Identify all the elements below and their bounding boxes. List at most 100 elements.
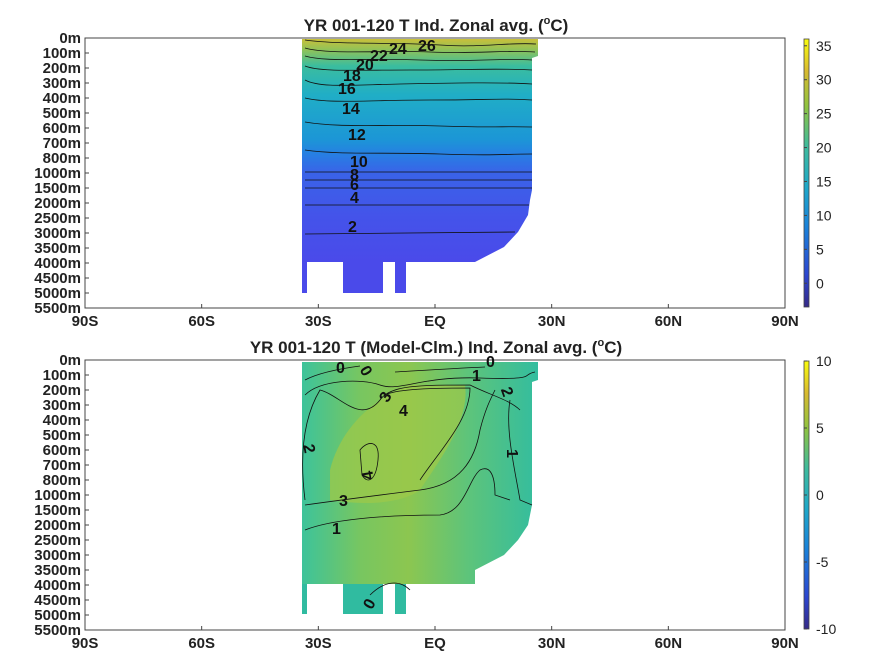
x-tick-label: 60N [655,635,683,652]
panel-1-contour-labels: 26 24 22 20 18 16 14 12 10 8 6 4 2 [338,38,436,236]
contour-line [304,39,537,47]
y-tick-label: 4500m [34,592,81,609]
panel-2-colorbar: 10 5 0 -5 -10 [803,353,836,637]
contour-line [508,399,533,506]
y-tick-label: 1000m [34,487,81,504]
contour-label: 2 [299,443,317,455]
panel-1-contours [304,39,537,235]
y-tick-label: 100m [43,367,81,384]
panel-1-title: YR 001-120 T Ind. Zonal avg. (oC) [304,15,569,35]
contour-line [302,384,521,501]
y-tick-label: 500m [43,427,81,444]
y-tick-label: 2000m [34,195,81,212]
y-tick-label: 3500m [34,562,81,579]
y-tick-label: 1000m [34,165,81,182]
panel-2: YR 001-120 T (Model-Clm.) Ind. Zonal avg… [34,337,836,652]
x-tick-label: EQ [424,313,446,330]
contour-label: 1 [503,449,520,458]
contour-label: 22 [370,48,388,65]
y-tick-label: 700m [43,457,81,474]
colorbar-tick-label: -5 [816,554,829,570]
y-tick-label: 0m [59,30,81,47]
x-tick-label: 30N [538,313,566,330]
colorbar-tick-label: 10 [816,353,832,369]
y-tick-label: 200m [43,60,81,77]
y-tick-label: 300m [43,75,81,92]
contour-line [304,231,516,235]
panel-1-deep-column-c [395,262,406,293]
contour-line [304,65,533,71]
y-tick-label: 2500m [34,210,81,227]
panel-2-contours [302,365,536,596]
panel-2-y-axis: 0m100m200m300m400m500m600m700m800m1000m1… [34,352,89,639]
contour-label: 3 [339,493,348,510]
panel-2-deep-column-c [395,584,406,614]
y-tick-label: 3000m [34,225,81,242]
y-tick-label: 800m [43,472,81,489]
y-tick-label: 600m [43,120,81,137]
contour-line [394,366,486,373]
contour-label: 8 [350,167,359,184]
contour-label: 4 [350,190,359,207]
y-tick-label: 4000m [34,255,81,272]
y-tick-label: 1500m [34,502,81,519]
y-tick-label: 5000m [34,285,81,302]
contour-label: 24 [389,41,407,58]
contour-label: 10 [350,154,368,171]
contour-line [304,389,496,506]
colorbar-tick-label: 10 [816,207,832,223]
panel-1-colorbar: 35 30 25 20 15 10 5 0 [803,38,832,308]
y-tick-label: 3500m [34,240,81,257]
y-tick-label: 200m [43,382,81,399]
y-tick-label: 5000m [34,607,81,624]
contour-label: 4 [359,469,377,481]
panel-1-field [302,39,538,293]
y-tick-label: 1500m [34,180,81,197]
contour-line [304,47,536,53]
contour-label: 18 [343,68,361,85]
contour-label: 14 [342,101,360,118]
contour-label: 2 [348,219,357,236]
y-tick-label: 5500m [34,622,81,639]
contour-label: 6 [350,177,359,194]
x-tick-label: 60S [188,635,215,652]
contour-label: 12 [348,127,366,144]
contour-line [304,371,536,396]
colorbar-tick-label: 5 [816,241,824,257]
contour-label: 20 [356,57,374,74]
contour-label: 0 [486,354,495,371]
contour-line [304,79,533,86]
contour-label: 1 [472,368,481,385]
colorbar-tick-label: 15 [816,173,832,189]
y-tick-label: 4500m [34,270,81,287]
y-tick-label: 700m [43,135,81,152]
contour-line [304,121,533,128]
contour-line [384,387,471,481]
colorbar-tick-label: 25 [816,106,832,122]
contour-line [304,365,361,381]
y-tick-label: 300m [43,397,81,414]
contour-label: 0 [336,360,345,377]
panel-1-colorbar-bar [803,38,810,308]
panel-2-title: YR 001-120 T (Model-Clm.) Ind. Zonal avg… [250,337,622,357]
panel-1-y-axis: 0m100m200m300m400m500m600m700m800m1000m1… [34,30,89,317]
y-tick-label: 2500m [34,532,81,549]
y-tick-label: 3000m [34,547,81,564]
x-tick-label: 60S [188,313,215,330]
contour-line [359,443,379,481]
colorbar-tick-label: 20 [816,140,832,156]
panel-2-colorbar-ticks: 10 5 0 -5 -10 [804,353,836,637]
panel-1-deep-column-a [302,262,307,293]
panel-2-warm-core [330,385,466,503]
x-tick-label: 90S [72,313,99,330]
y-tick-label: 2000m [34,517,81,534]
panel-1-temperature-field [302,39,538,262]
colorbar-tick-label: 0 [816,487,824,503]
panel-1-deep-column-b [343,262,383,293]
panel-2-deep-column-b [343,584,383,614]
x-tick-label: 30S [305,635,332,652]
y-tick-label: 500m [43,105,81,122]
contour-line [304,149,533,156]
x-tick-label: 60N [655,313,683,330]
